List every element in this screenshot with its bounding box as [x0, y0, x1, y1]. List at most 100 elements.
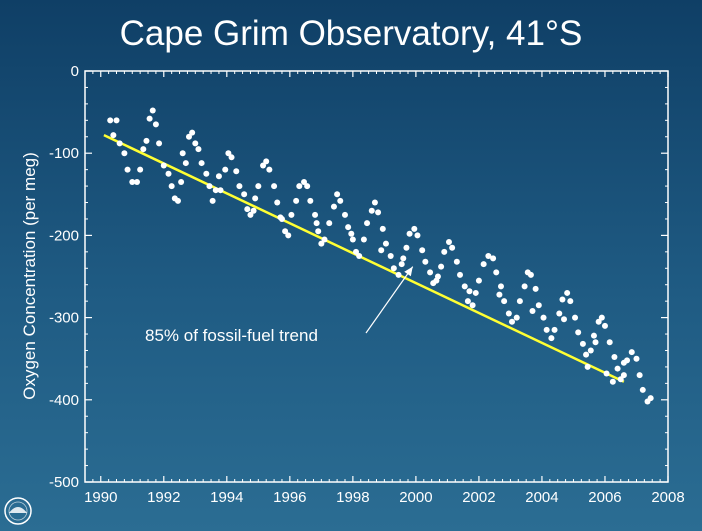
- data-point: [529, 308, 536, 315]
- data-point: [398, 261, 405, 268]
- x-tick-label: 1992: [147, 489, 180, 506]
- data-point: [603, 370, 610, 377]
- data-point: [639, 386, 646, 393]
- data-point: [260, 162, 267, 169]
- data-point: [212, 187, 219, 194]
- data-point: [427, 269, 434, 276]
- data-point: [587, 347, 594, 354]
- data-point: [592, 339, 599, 346]
- data-point: [353, 248, 360, 255]
- y-tick-label: -100: [49, 145, 79, 162]
- data-point: [293, 197, 300, 204]
- data-point: [419, 247, 426, 254]
- x-tick-label: 1994: [210, 489, 243, 506]
- data-point: [551, 326, 558, 333]
- data-point: [575, 329, 582, 336]
- data-point: [611, 354, 618, 361]
- data-point: [345, 224, 352, 231]
- data-point: [379, 225, 386, 232]
- data-point: [449, 244, 456, 251]
- data-point: [337, 197, 344, 204]
- y-tick-label: 0: [71, 63, 79, 80]
- data-point: [247, 211, 254, 218]
- data-point: [464, 298, 471, 305]
- data-point: [620, 359, 627, 366]
- data-point: [628, 349, 635, 356]
- data-point: [116, 140, 123, 147]
- data-point: [348, 230, 355, 237]
- data-point: [606, 339, 613, 346]
- data-point: [129, 178, 136, 185]
- data-point: [263, 158, 270, 165]
- data-point: [457, 271, 464, 278]
- data-point: [192, 140, 199, 147]
- data-point: [535, 302, 542, 309]
- x-axis: 1990 1992 1994 1996 1998 2000 2002 2004 2006 2008: [84, 71, 685, 506]
- data-point: [516, 298, 523, 305]
- data-point: [461, 283, 468, 290]
- data-point: [110, 132, 117, 139]
- data-point: [501, 298, 508, 305]
- data-point: [315, 228, 322, 235]
- data-point: [274, 199, 281, 206]
- data-point: [217, 187, 224, 194]
- data-point: [277, 214, 284, 221]
- data-point: [620, 372, 627, 379]
- data-point: [137, 166, 144, 173]
- data-point: [318, 240, 325, 247]
- data-point: [165, 170, 172, 177]
- data-point: [252, 195, 259, 202]
- data-point: [438, 263, 445, 270]
- data-point: [296, 183, 303, 190]
- data-point: [633, 355, 640, 362]
- data-point: [250, 207, 257, 214]
- data-point: [271, 183, 278, 190]
- data-point: [179, 150, 186, 157]
- data-point: [185, 133, 192, 140]
- data-point: [371, 199, 378, 206]
- data-point: [307, 197, 314, 204]
- data-point: [360, 236, 367, 243]
- data-point: [441, 248, 448, 255]
- data-point: [206, 183, 213, 190]
- y-axis-title: Oxygen Concentration (per meg): [20, 152, 39, 400]
- data-point: [244, 206, 251, 213]
- data-point: [121, 150, 128, 157]
- data-point: [505, 310, 512, 317]
- data-point: [233, 168, 240, 175]
- x-tick-label: 2008: [651, 489, 684, 506]
- data-point: [559, 296, 566, 303]
- data-point: [382, 240, 389, 247]
- data-point: [178, 178, 185, 185]
- data-point: [174, 197, 181, 204]
- data-point: [285, 232, 292, 239]
- y-tick-label: -500: [49, 474, 79, 491]
- data-point: [312, 211, 319, 218]
- x-tick-label: 2002: [462, 489, 495, 506]
- trend-line: [103, 133, 625, 383]
- x-tick-label: 1998: [336, 489, 369, 506]
- data-point: [469, 302, 476, 309]
- data-point: [584, 363, 591, 370]
- data-point: [182, 160, 189, 167]
- data-point: [349, 236, 356, 243]
- data-point: [266, 166, 273, 173]
- x-tick-label: 2000: [399, 489, 432, 506]
- data-point: [406, 230, 413, 237]
- x-tick-label: 2004: [525, 489, 558, 506]
- data-point: [124, 166, 131, 173]
- data-point: [480, 261, 487, 268]
- y-tick-label: -200: [49, 227, 79, 244]
- data-point: [168, 183, 175, 190]
- data-point: [548, 335, 555, 342]
- data-point: [228, 154, 235, 161]
- data-point: [330, 203, 337, 210]
- data-point: [472, 289, 479, 296]
- data-point: [387, 252, 394, 259]
- data-point: [521, 283, 528, 290]
- data-point: [543, 326, 550, 333]
- data-point: [595, 318, 602, 325]
- y-tick-label: -300: [49, 310, 79, 327]
- data-point: [107, 117, 114, 124]
